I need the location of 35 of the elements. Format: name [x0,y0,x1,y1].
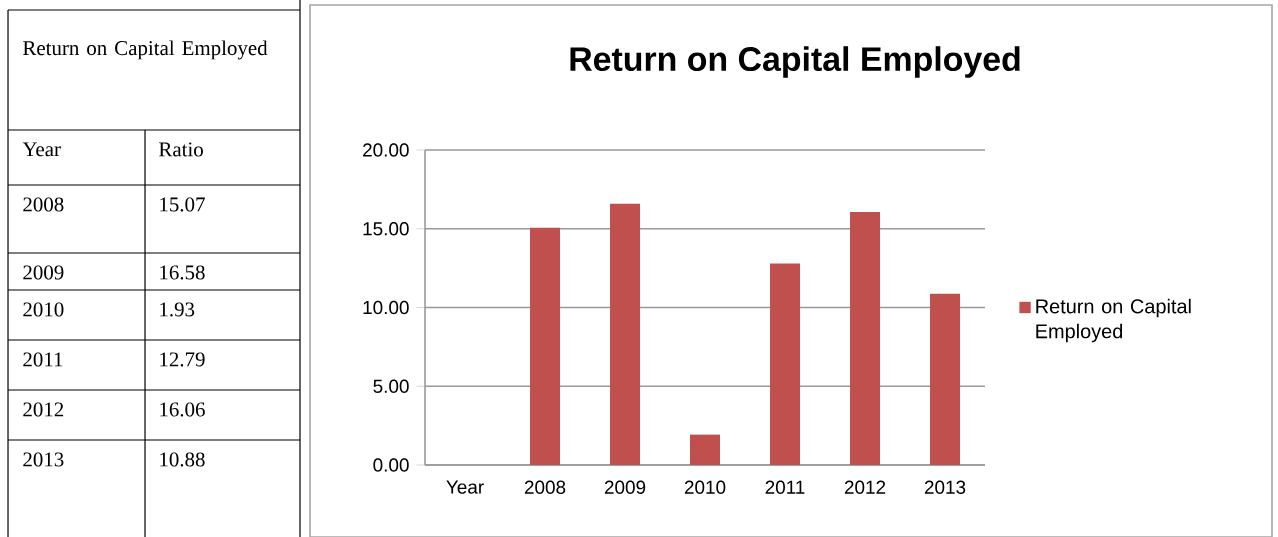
text: 2013 [23,452,64,467]
x-tick-label: 2009 [604,480,646,494]
text: 2012 [23,402,64,417]
bar [610,203,641,465]
x-tick-label: 2012 [844,480,886,494]
y-tick-label: 5.00 [373,379,409,393]
bar [690,434,721,465]
bar [930,293,961,465]
x-tick-label: 2011 [765,480,805,494]
x-tick-label: 2013 [924,480,966,494]
text: 16.06 [160,402,205,417]
bar [850,212,881,465]
text: 2008 [23,197,64,212]
text: 16.58 [160,265,205,280]
bar [770,263,801,465]
text: Year [22,142,61,157]
text: Ratio [159,142,203,157]
y-tick-label: 10.00 [363,300,409,315]
y-tick-label: 20.00 [363,143,409,157]
text: 12.79 [160,352,205,367]
x-tick-label: Year [446,480,484,494]
y-tick-label: 0.00 [373,458,409,472]
text: 2009 [23,265,64,280]
x-tick-label: 2008 [524,480,566,494]
legend-label: Return on Capital Employed [1036,298,1191,343]
y-tick-label: 15.00 [363,222,409,236]
chart-title: Return on Capital Employed [570,46,1020,78]
text: 15.07 [160,197,205,212]
text: Return on Capital Employed [23,40,268,60]
x-tick-label: 2010 [684,480,726,494]
text: 2011 [23,352,63,367]
text: 10.88 [160,452,205,467]
text: 1.93 [160,302,195,317]
text: 2010 [23,302,64,317]
bar [530,227,561,465]
